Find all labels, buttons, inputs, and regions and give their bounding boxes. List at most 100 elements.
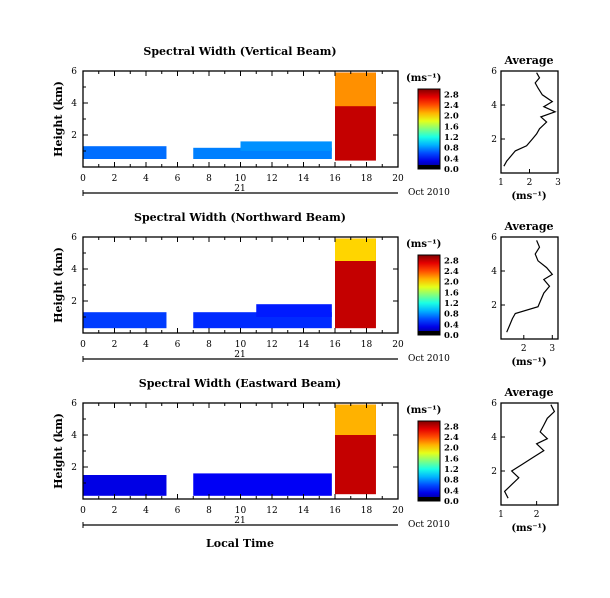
profile-title: Average [503,54,553,67]
colorbar-tick-label: 2.0 [444,444,459,454]
x-tick-label: 16 [329,506,341,516]
date-month-year: Oct 2010 [408,354,450,364]
y-tick-label: 2 [71,131,77,141]
x-tick-label: 10 [235,340,247,350]
colorbar-tick-label: 0.0 [444,497,459,507]
y-tick-label: 6 [71,233,77,243]
x-tick-label: 16 [329,340,341,350]
y-tick-label: 6 [71,67,77,77]
x-tick-label: 6 [175,506,181,516]
colorbar-tick-label: 2.0 [444,278,459,288]
colorbar [417,88,441,170]
colorbar-tick-label: 0.0 [444,331,459,341]
x-tick-label: 20 [392,340,404,350]
profile-y-tick-label: 4 [491,267,497,277]
x-tick-label: 14 [298,174,310,184]
x-tick-label: 16 [329,174,341,184]
y-tick-label: 4 [71,99,77,109]
colorbar-tick-label: 1.2 [444,133,459,143]
colorbar-tick-label: 2.4 [444,433,459,443]
colorbar-tick-label: 1.6 [444,454,459,464]
profile-title: Average [503,386,553,399]
data-region [335,404,376,435]
panel-title: Spectral Width (Northward Beam) [134,211,346,224]
profile-frame [500,402,559,506]
profile-y-tick-label: 2 [491,135,497,145]
colorbar-low-band [418,497,440,501]
profile-frame [500,236,559,340]
colorbar-tick-label: 1.6 [444,122,459,132]
y-axis-label: Height (km) [52,413,65,489]
x-tick-label: 4 [143,506,149,516]
x-tick-label: 6 [175,174,181,184]
profile-line [503,404,556,499]
x-tick-label: 8 [206,174,212,184]
data-region [193,473,332,496]
x-tick-label: 10 [235,506,247,516]
profile-x-label: (ms⁻¹) [511,357,546,368]
panel-title: Spectral Width (Eastward Beam) [139,377,341,390]
colorbar-tick-label: 0.4 [444,486,459,496]
data-region [83,475,167,496]
profile-x-label: (ms⁻¹) [511,191,546,202]
x-tick-label: 0 [80,506,86,516]
y-tick-label: 2 [71,297,77,307]
profile-y-tick-label: 2 [491,301,497,311]
data-region [83,146,167,159]
x-tick-label: 14 [298,340,310,350]
profile-x-tick-label: 3 [555,178,561,188]
colorbar-tick-label: 1.6 [444,288,459,298]
colorbar-tick-label: 2.4 [444,267,459,277]
colorbar-tick-label: 1.2 [444,299,459,309]
profile-x-tick-label: 1 [498,178,504,188]
x-axis-label: Local Time [206,537,274,550]
colorbar-tick-label: 0.4 [444,320,459,330]
colorbar-tick-label: 2.8 [444,422,459,432]
colorbar-tick-label: 0.8 [444,476,459,486]
colorbar-tick-label: 2.0 [444,112,459,122]
x-tick-label: 20 [392,174,404,184]
data-region [335,238,376,261]
date-day-label: 21 [234,516,245,526]
x-tick-label: 12 [266,506,277,516]
date-day-label: 21 [234,184,245,194]
profile-y-tick-label: 6 [491,67,497,77]
x-tick-label: 2 [112,174,118,184]
colorbar-tick-label: 0.4 [444,154,459,164]
y-tick-label: 4 [71,431,77,441]
profile-x-tick-label: 2 [534,510,540,520]
profile-y-tick-label: 4 [491,101,497,111]
profile-x-tick-label: 3 [549,344,555,354]
data-region [83,312,167,329]
colorbar-tick-label: 0.8 [444,310,459,320]
profile-x-tick-label: 2 [521,344,527,354]
profile-x-tick-label: 2 [527,178,533,188]
x-tick-label: 12 [266,340,277,350]
colorbar-tick-label: 0.8 [444,144,459,154]
y-axis-label: Height (km) [52,247,65,323]
date-month-year: Oct 2010 [408,188,450,198]
x-tick-label: 4 [143,174,149,184]
x-tick-label: 18 [361,506,373,516]
date-month-year: Oct 2010 [408,520,450,530]
colorbar [417,254,441,336]
colorbar [417,420,441,502]
x-tick-label: 14 [298,506,310,516]
y-tick-label: 2 [71,463,77,473]
profile-x-label: (ms⁻¹) [511,523,546,534]
profile-y-tick-label: 6 [491,233,497,243]
x-tick-label: 4 [143,340,149,350]
y-axis-label: Height (km) [52,81,65,157]
x-tick-label: 18 [361,174,373,184]
x-tick-label: 18 [361,340,373,350]
colorbar-tick-label: 2.8 [444,90,459,100]
x-tick-label: 10 [235,174,247,184]
colorbar-unit: (ms⁻¹) [406,73,441,84]
profile-line [503,72,557,167]
data-region [240,141,332,151]
x-tick-label: 12 [266,174,277,184]
date-day-label: 21 [234,350,245,360]
data-region [256,304,332,317]
x-tick-label: 0 [80,174,86,184]
profile-x-tick-label: 1 [498,510,504,520]
